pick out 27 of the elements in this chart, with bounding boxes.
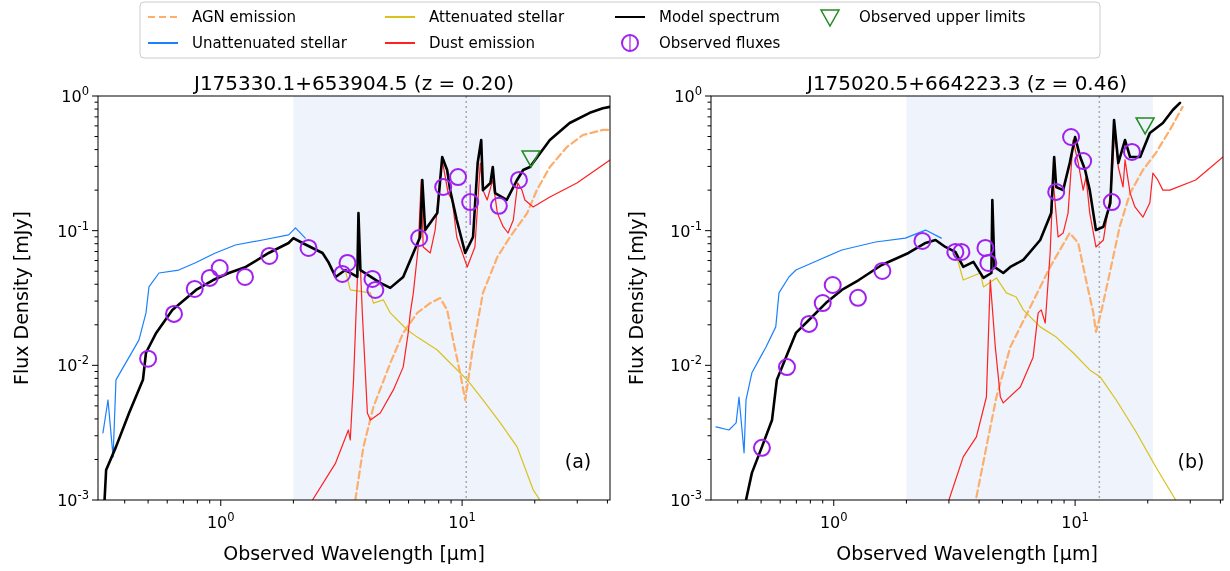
- y-tick-label: 10$^{-1}$: [57, 218, 89, 241]
- legend-label: Model spectrum: [659, 8, 780, 26]
- x-axis-title: Observed Wavelength [μm]: [836, 542, 1098, 564]
- annotation: (a): [564, 450, 592, 472]
- x-tick-label: 10$^{0}$: [206, 510, 235, 532]
- y-tick-label: 10$^{0}$: [61, 84, 89, 106]
- legend-label: Attenuated stellar: [429, 8, 566, 26]
- legend-label: Observed upper limits: [859, 8, 1026, 26]
- y-tick-label: 10$^{0}$: [674, 84, 702, 106]
- y-axis-title: Flux Density [mJy]: [10, 211, 32, 385]
- x-tick-label: 10$^{0}$: [819, 510, 848, 532]
- x-axis-title: Observed Wavelength [μm]: [223, 542, 485, 564]
- x-tick-label: 10$^{1}$: [1061, 510, 1089, 532]
- y-axis-title: Flux Density [mJy]: [625, 211, 647, 385]
- y-tick-label: 10$^{-3}$: [57, 488, 89, 510]
- y-tick-label: 10$^{-3}$: [670, 488, 702, 510]
- legend-label: AGN emission: [192, 8, 297, 26]
- annotation: (b): [1177, 450, 1205, 472]
- legend-label: Dust emission: [429, 34, 536, 52]
- x-tick-label: 10$^{1}$: [448, 510, 476, 532]
- y-tick-label: 10$^{-2}$: [670, 353, 702, 376]
- legend-label: Unattenuated stellar: [192, 34, 348, 52]
- y-tick-label: 10$^{-2}$: [57, 353, 89, 376]
- chart-title: J175020.5+664223.3 (z = 0.46): [805, 71, 1127, 95]
- y-tick-label: 10$^{-1}$: [670, 218, 702, 241]
- legend-label: Observed fluxes: [659, 34, 781, 52]
- chart-title: J175330.1+653904.5 (z = 0.20): [192, 71, 514, 95]
